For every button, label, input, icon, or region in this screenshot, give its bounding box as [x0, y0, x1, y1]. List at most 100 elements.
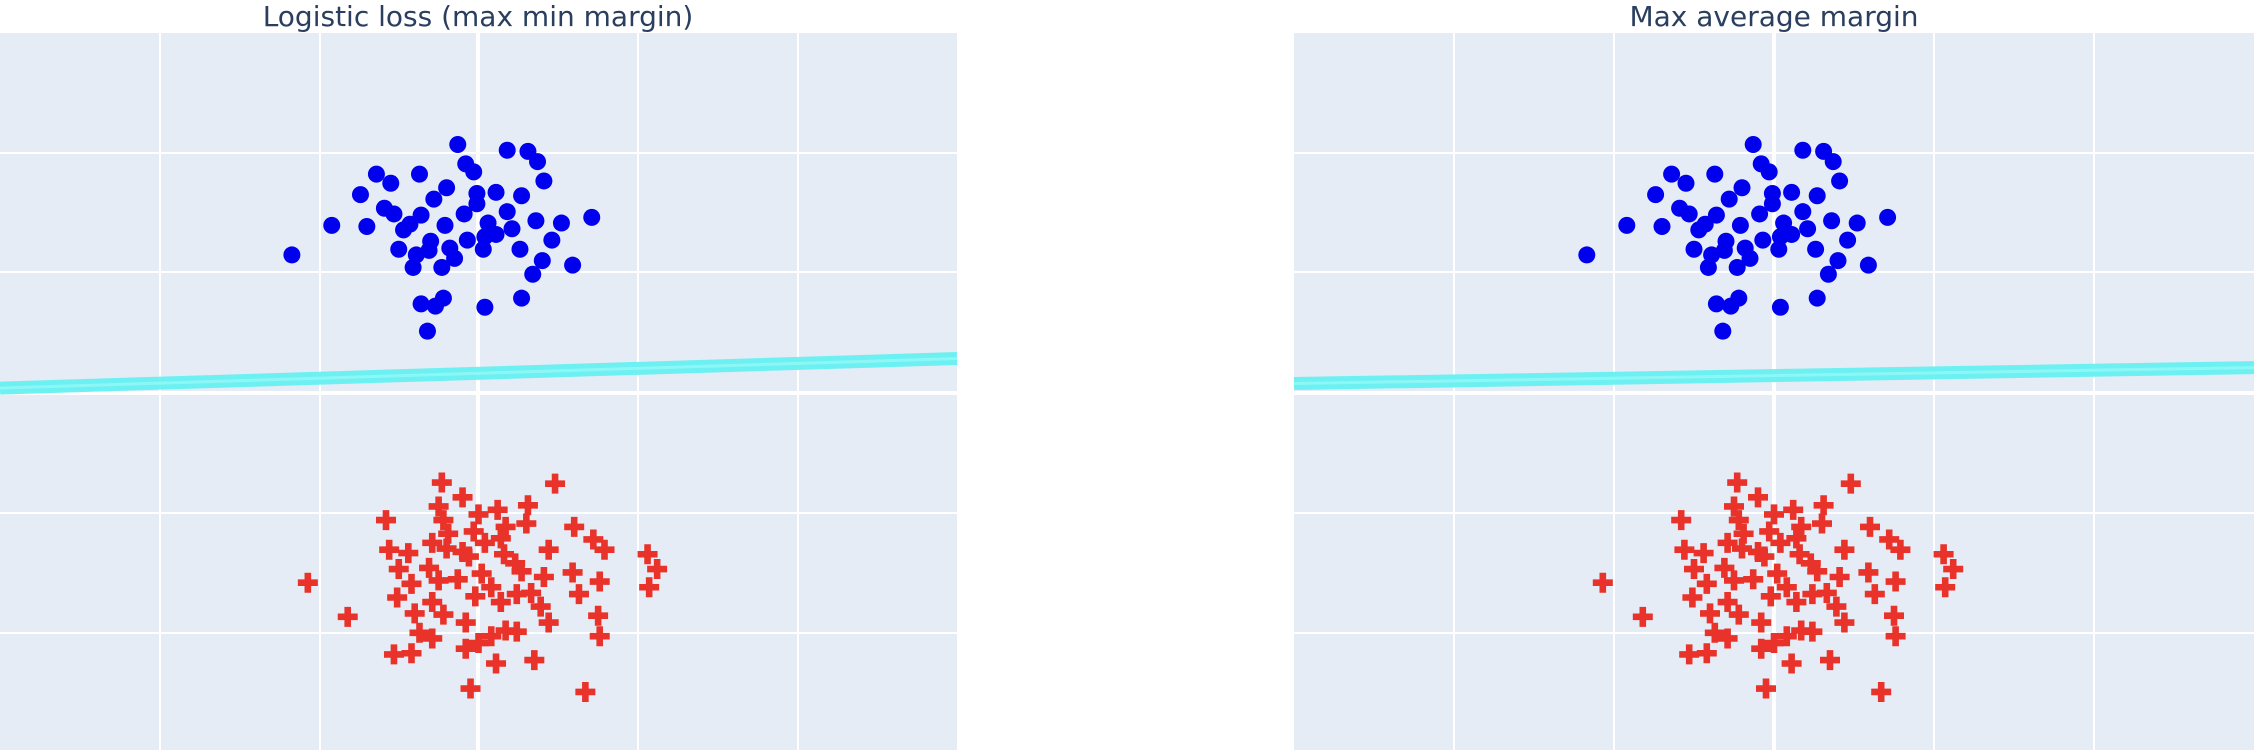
scatter-point-plus [1764, 633, 1784, 654]
scatter-point-circle [382, 174, 400, 192]
points-blue-right [1578, 136, 1897, 340]
scatter-point-plus [1812, 513, 1832, 534]
scatter-point-plus [463, 521, 484, 542]
scatter-point-plus [562, 562, 583, 583]
scatter-point-plus [639, 577, 660, 598]
scatter-point-circle [1754, 231, 1772, 249]
scatter-point-circle [476, 228, 494, 246]
scatter-point-plus [419, 557, 440, 578]
scatter-point-plus [1884, 605, 1904, 626]
scatter-point-plus [1935, 577, 1956, 598]
scatter-point-plus [460, 678, 481, 699]
scatter-point-circle [1839, 231, 1857, 249]
scatter-point-plus [538, 539, 559, 560]
scatter-point-plus [1767, 563, 1788, 584]
scatter-point-plus [1751, 612, 1772, 633]
scatter-point-circle [1730, 289, 1748, 307]
scatter-point-plus [1813, 495, 1834, 516]
scatter-point-circle [1799, 220, 1817, 238]
scatter-point-plus [409, 622, 430, 643]
scatter-point-plus [1724, 570, 1744, 591]
scatter-point-circle [367, 165, 385, 183]
scatter-point-plus [1682, 587, 1703, 608]
scatter-point-plus [1704, 622, 1725, 643]
scatter-point-plus [521, 582, 542, 603]
scatter-point-circle [1808, 187, 1826, 205]
scatter-point-plus [404, 603, 425, 624]
scatter-point-plus [1816, 582, 1837, 603]
scatter-point-circle [543, 231, 561, 249]
scatter-point-plus [568, 584, 589, 605]
scatter-point-plus [1717, 628, 1738, 649]
scatter-point-circle [1824, 153, 1842, 171]
scatter-point-plus [1724, 496, 1744, 517]
scatter-point-plus [455, 638, 476, 659]
scatter-point-plus [1802, 621, 1823, 642]
scatter-point-plus [1943, 559, 1964, 580]
scatter-point-plus [428, 570, 449, 591]
scatter-point-plus [1760, 586, 1781, 607]
scatter-point-circle [1653, 217, 1671, 235]
scatter-point-circle [1720, 190, 1738, 208]
scatter-point-plus [588, 605, 609, 626]
scatter-point-plus [481, 626, 502, 647]
boundary-left [0, 351, 958, 395]
scatter-point-circle [1663, 165, 1681, 183]
scatter-point-plus [1890, 539, 1911, 560]
scatter-point-circle [474, 240, 492, 258]
scatter-point-plus [1885, 626, 1906, 647]
scatter-point-plus [452, 541, 473, 562]
scatter-point-plus [1789, 544, 1810, 565]
scatter-point-circle [1728, 258, 1746, 276]
scatter-point-plus [433, 510, 454, 531]
scatter-point-circle [1771, 228, 1789, 246]
scatter-point-circle [468, 184, 486, 202]
scatter-point-circle [503, 220, 521, 238]
scatter-point-plus [447, 569, 468, 590]
scatter-point-circle [1671, 199, 1689, 217]
scatter-point-plus [1727, 472, 1748, 493]
scatter-point-circle [1647, 186, 1665, 204]
scatter-point-plus [1807, 561, 1828, 582]
scatter-point-plus [1732, 538, 1752, 559]
scatter-point-plus [468, 504, 489, 525]
scatter-point-circle [1715, 241, 1733, 259]
scatter-point-circle [410, 165, 428, 183]
scatter-point-plus [1592, 572, 1613, 593]
scatter-point-plus [647, 559, 668, 580]
scatter-point-plus [538, 612, 559, 633]
scatter-point-circle [1706, 165, 1724, 183]
scatter-point-circle [418, 322, 436, 340]
scatter-point-plus [1783, 499, 1804, 520]
scatter-point-circle [412, 295, 430, 313]
subplot-left: Logistic loss (max min margin) [0, 0, 958, 750]
scatter-point-circle [395, 221, 413, 239]
scatter-point-plus [487, 499, 508, 520]
scatter-point-plus [438, 523, 459, 544]
scatter-point-plus [452, 487, 473, 508]
scatter-point-plus [468, 633, 489, 654]
scatter-point-circle [1819, 265, 1837, 283]
scatter-point-plus [1671, 510, 1692, 531]
scatter-point-plus [1696, 573, 1717, 594]
scatter-point-plus [495, 620, 516, 641]
scatter-point-plus [1834, 539, 1855, 560]
scatter-point-circle [529, 153, 547, 171]
scatter-point-plus [458, 546, 479, 567]
scatter-point-plus [564, 516, 585, 537]
scatter-point-plus [1840, 473, 1861, 494]
scatter-point-circle [1848, 214, 1866, 232]
scatter-point-circle [1677, 174, 1695, 192]
scatter-point-circle [1703, 246, 1721, 264]
boundary-right [1293, 361, 2254, 391]
scatter-point-plus [495, 516, 516, 537]
scatter-point-circle [564, 256, 582, 274]
scatter-point-plus [431, 472, 452, 493]
scatter-point-circle [476, 298, 494, 316]
scatter-point-plus [1632, 606, 1653, 627]
scatter-point-circle [524, 265, 542, 283]
scatter-point-plus [388, 559, 409, 580]
chart-title-left: Logistic loss (max min margin) [263, 0, 694, 33]
scatter-point-circle [552, 214, 570, 232]
